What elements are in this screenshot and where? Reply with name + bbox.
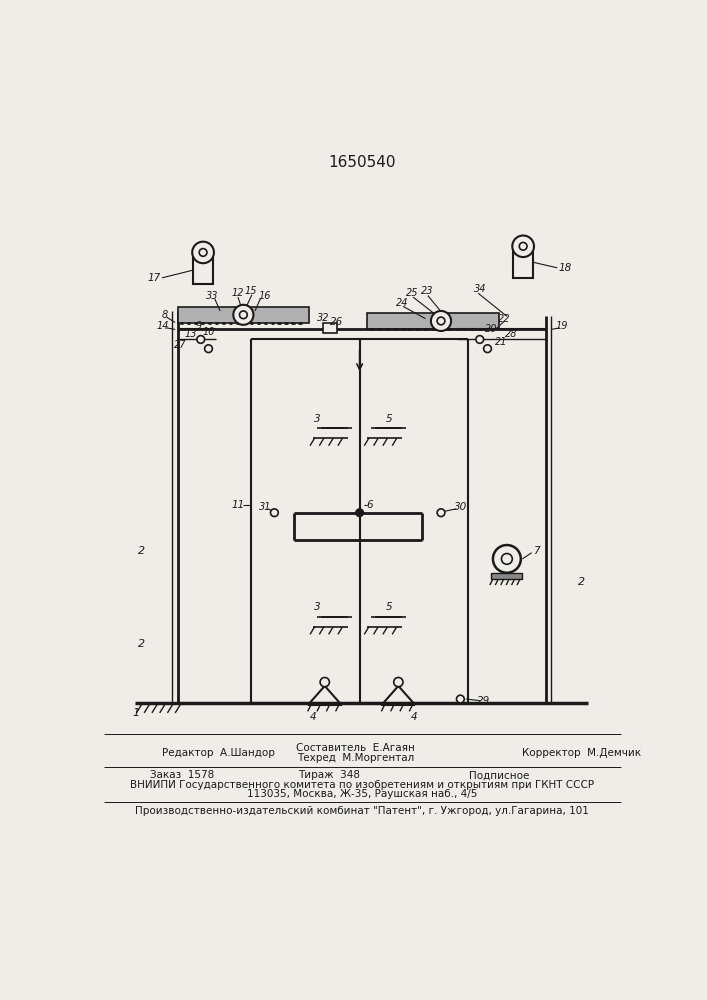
Text: 5: 5 (386, 602, 392, 612)
Text: 20: 20 (485, 324, 498, 334)
Text: 11: 11 (231, 500, 245, 510)
Circle shape (501, 554, 513, 564)
Circle shape (356, 509, 363, 517)
Circle shape (320, 677, 329, 687)
Circle shape (431, 311, 451, 331)
Text: 32: 32 (317, 313, 329, 323)
Text: 1: 1 (133, 708, 140, 718)
Text: 14: 14 (156, 321, 169, 331)
Text: 28: 28 (505, 329, 517, 339)
Text: 22: 22 (498, 314, 510, 324)
Text: 30: 30 (454, 502, 467, 512)
Text: Тираж  348: Тираж 348 (298, 770, 360, 780)
Text: 2: 2 (138, 546, 145, 556)
Circle shape (437, 509, 445, 517)
Text: 15: 15 (245, 286, 257, 296)
Text: Редактор  А.Шандор: Редактор А.Шандор (162, 748, 275, 758)
Circle shape (394, 677, 403, 687)
Circle shape (197, 336, 204, 343)
Circle shape (519, 242, 527, 250)
Text: 27: 27 (174, 340, 186, 350)
Text: 16: 16 (259, 291, 271, 301)
Circle shape (493, 545, 521, 573)
Bar (323, 323, 337, 333)
Bar (368, 313, 499, 329)
Text: 19: 19 (556, 321, 568, 331)
Text: 3: 3 (314, 414, 320, 424)
Text: 8: 8 (161, 310, 168, 320)
Text: Корректор  М.Демчик: Корректор М.Демчик (522, 748, 641, 758)
Text: 9: 9 (196, 321, 202, 331)
Text: 5: 5 (386, 414, 392, 424)
Text: Подписное: Подписное (469, 770, 530, 780)
Circle shape (233, 305, 253, 325)
Bar (491, 573, 522, 579)
Circle shape (271, 509, 279, 517)
Circle shape (476, 336, 484, 343)
Text: 2: 2 (138, 639, 145, 649)
Circle shape (240, 311, 247, 319)
Text: Производственно-издательский комбинат "Патент", г. Ужгород, ул.Гагарина, 101: Производственно-издательский комбинат "П… (135, 806, 589, 816)
Text: Техред  М.Моргентал: Техред М.Моргентал (297, 753, 414, 763)
Text: Составитель  Е.Агаян: Составитель Е.Агаян (296, 743, 415, 753)
Text: ВНИИПИ Государственного комитета по изобретениям и открытиям при ГКНТ СССР: ВНИИПИ Государственного комитета по изоб… (130, 780, 594, 790)
Text: 6: 6 (366, 500, 373, 510)
Circle shape (513, 235, 534, 257)
Text: 18: 18 (559, 263, 572, 273)
Text: 4: 4 (310, 712, 317, 722)
Circle shape (192, 242, 214, 263)
Circle shape (484, 345, 491, 353)
Text: 29: 29 (477, 696, 490, 706)
Text: 23: 23 (421, 286, 433, 296)
Circle shape (437, 317, 445, 325)
Text: 26: 26 (329, 317, 343, 327)
Bar (177, 307, 309, 323)
Text: 25: 25 (406, 288, 419, 298)
Text: 24: 24 (396, 298, 409, 308)
Text: 34: 34 (474, 284, 486, 294)
Text: 113035, Москва, Ж-35, Раушская наб., 4/5: 113035, Москва, Ж-35, Раушская наб., 4/5 (247, 789, 477, 799)
Text: 2: 2 (578, 577, 585, 587)
Text: 10: 10 (202, 327, 215, 337)
Text: 13: 13 (185, 329, 197, 339)
Text: 7: 7 (533, 546, 539, 556)
Text: 1650540: 1650540 (328, 155, 396, 170)
Text: Заказ  1578: Заказ 1578 (151, 770, 215, 780)
Text: 3: 3 (314, 602, 320, 612)
Text: 4: 4 (411, 712, 417, 722)
Bar (513, 243, 533, 278)
Text: 21: 21 (495, 337, 508, 347)
Circle shape (199, 249, 207, 256)
Text: 12: 12 (232, 288, 244, 298)
Text: 17: 17 (148, 273, 161, 283)
Circle shape (457, 695, 464, 703)
Text: 33: 33 (206, 291, 218, 301)
Circle shape (204, 345, 212, 353)
Text: 31: 31 (259, 502, 271, 512)
Bar (193, 249, 213, 284)
